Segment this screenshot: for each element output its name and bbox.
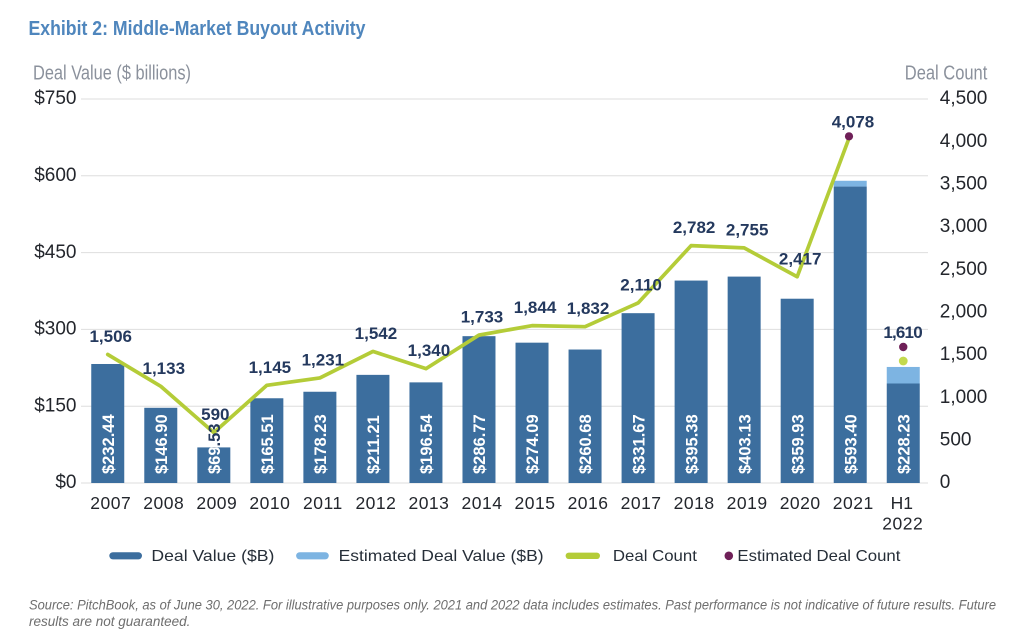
- svg-text:$196.54: $196.54: [418, 414, 436, 474]
- svg-text:$286.77: $286.77: [471, 414, 489, 474]
- svg-text:$331.67: $331.67: [630, 414, 648, 474]
- svg-text:$750: $750: [34, 88, 76, 109]
- svg-text:$600: $600: [34, 165, 76, 186]
- svg-text:$69.53: $69.53: [206, 424, 224, 474]
- svg-text:$150: $150: [34, 395, 76, 416]
- svg-text:Deal Value ($ billions): Deal Value ($ billions): [33, 63, 191, 85]
- svg-text:1,145: 1,145: [249, 358, 292, 377]
- svg-text:Deal Count: Deal Count: [905, 63, 988, 85]
- svg-text:$300: $300: [34, 319, 76, 340]
- svg-text:1,133: 1,133: [143, 359, 186, 378]
- svg-text:3,000: 3,000: [940, 216, 988, 237]
- svg-text:2014: 2014: [462, 493, 503, 513]
- svg-text:1,506: 1,506: [89, 327, 132, 346]
- svg-text:1,832: 1,832: [567, 299, 610, 318]
- svg-text:Source: PitchBook, as of June: Source: PitchBook, as of June 30, 2022. …: [29, 598, 996, 613]
- svg-text:$0: $0: [55, 472, 76, 493]
- svg-text:1,733: 1,733: [461, 308, 504, 327]
- svg-text:$450: $450: [34, 242, 76, 263]
- svg-text:2018: 2018: [674, 493, 715, 513]
- svg-text:2020: 2020: [780, 493, 821, 513]
- svg-text:0: 0: [940, 472, 951, 493]
- svg-text:2022: 2022: [882, 514, 923, 534]
- svg-text:Estimated Deal Count: Estimated Deal Count: [737, 548, 901, 565]
- svg-text:$274.09: $274.09: [524, 414, 542, 474]
- svg-text:Estimated Deal Value ($B): Estimated Deal Value ($B): [339, 548, 544, 565]
- svg-text:2,500: 2,500: [940, 259, 988, 280]
- svg-text:$260.68: $260.68: [577, 414, 595, 474]
- svg-text:results are not guaranteed.: results are not guaranteed.: [29, 614, 190, 629]
- svg-text:2,755: 2,755: [726, 220, 769, 239]
- svg-text:1,844: 1,844: [514, 298, 557, 317]
- svg-text:Exhibit 2: Middle-Market Buyou: Exhibit 2: Middle-Market Buyout Activity: [29, 17, 367, 40]
- svg-text:$211.21: $211.21: [365, 415, 383, 474]
- svg-text:2,000: 2,000: [940, 302, 988, 323]
- svg-text:1,340: 1,340: [408, 341, 451, 360]
- svg-text:$359.93: $359.93: [789, 414, 807, 474]
- svg-text:2,782: 2,782: [673, 218, 716, 237]
- svg-text:590: 590: [201, 405, 229, 424]
- svg-text:3,500: 3,500: [940, 174, 988, 195]
- svg-text:1,000: 1,000: [940, 387, 988, 408]
- svg-text:2,110: 2,110: [620, 275, 662, 294]
- svg-text:2015: 2015: [515, 493, 556, 513]
- svg-text:Deal Value ($B): Deal Value ($B): [151, 548, 274, 565]
- svg-text:$593.40: $593.40: [842, 414, 860, 474]
- svg-text:2011: 2011: [303, 493, 343, 513]
- svg-text:$228.23: $228.23: [895, 414, 913, 474]
- svg-text:$165.51: $165.51: [259, 414, 277, 474]
- svg-text:$146.90: $146.90: [153, 414, 171, 474]
- svg-text:$403.13: $403.13: [736, 414, 754, 474]
- svg-text:$232.44: $232.44: [100, 414, 118, 474]
- svg-text:1,231: 1,231: [302, 350, 345, 369]
- svg-text:2012: 2012: [355, 493, 396, 513]
- svg-text:1,542: 1,542: [355, 324, 398, 343]
- svg-text:2009: 2009: [196, 493, 237, 513]
- svg-text:4,078: 4,078: [832, 113, 875, 132]
- svg-text:1,610: 1,610: [883, 323, 922, 342]
- svg-text:1,500: 1,500: [940, 344, 988, 365]
- svg-text:2,417: 2,417: [779, 249, 822, 268]
- svg-text:Deal Count: Deal Count: [613, 548, 698, 565]
- svg-text:4,000: 4,000: [940, 131, 988, 152]
- svg-text:2007: 2007: [90, 493, 131, 513]
- svg-text:2013: 2013: [408, 493, 449, 513]
- svg-text:2008: 2008: [143, 493, 184, 513]
- svg-text:4,500: 4,500: [940, 88, 988, 109]
- svg-text:2010: 2010: [249, 493, 290, 513]
- svg-text:$69.53: $69.53: [206, 424, 224, 474]
- svg-text:2016: 2016: [568, 493, 609, 513]
- svg-text:2017: 2017: [621, 493, 662, 513]
- svg-text:500: 500: [940, 430, 972, 451]
- svg-text:H1: H1: [891, 493, 913, 513]
- svg-text:2021: 2021: [833, 493, 874, 513]
- svg-text:2019: 2019: [727, 493, 768, 513]
- svg-text:$395.38: $395.38: [683, 414, 701, 474]
- svg-text:$178.23: $178.23: [312, 414, 330, 474]
